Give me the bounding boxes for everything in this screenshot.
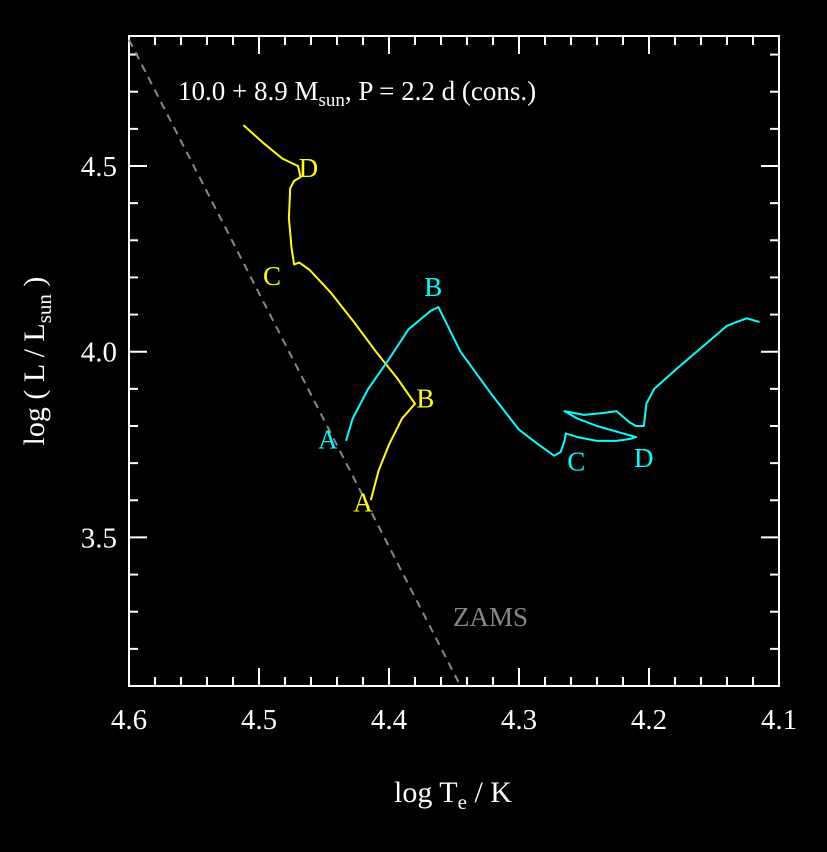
x-axis-label: log Te / K	[394, 776, 512, 814]
primary-track-line	[242, 124, 416, 501]
tick-marks	[128, 36, 780, 687]
x-tick-label: 4.4	[371, 704, 408, 736]
chart-title: 10.0 + 8.9 Msun, P = 2.2 d (cons.)	[178, 76, 536, 111]
phase-label: C	[263, 261, 281, 291]
y-tick-label: 4.5	[81, 151, 117, 183]
phase-label: D	[299, 153, 319, 183]
y-axis-label: log ( L / Lsun )	[18, 277, 56, 446]
phase-label: A	[318, 424, 338, 454]
phase-label: B	[424, 272, 442, 302]
series-group	[242, 124, 760, 501]
phase-label: B	[416, 383, 434, 413]
x-tick-label: 4.3	[501, 704, 537, 736]
secondary-track-line	[345, 306, 760, 457]
phase-label: C	[567, 447, 585, 477]
zams-line	[128, 39, 462, 687]
annotation-group: D C B A B A C D	[263, 153, 654, 517]
x-tick-label: 4.5	[241, 704, 277, 736]
x-tick-label: 4.1	[761, 704, 797, 736]
zams-line-group: ZAMS	[128, 39, 528, 687]
tick-labels: 4.6 4.5 4.4 4.3 4.2 4.1 3.5 4.0 4.5	[81, 151, 797, 736]
zams-label: ZAMS	[453, 602, 528, 632]
y-tick-label: 4.0	[81, 337, 117, 369]
plot-frame	[128, 35, 780, 687]
x-tick-label: 4.6	[111, 704, 147, 736]
y-tick-label: 3.5	[81, 522, 117, 554]
x-tick-label: 4.2	[631, 704, 667, 736]
phase-label: A	[353, 487, 373, 517]
phase-label: D	[634, 443, 654, 473]
